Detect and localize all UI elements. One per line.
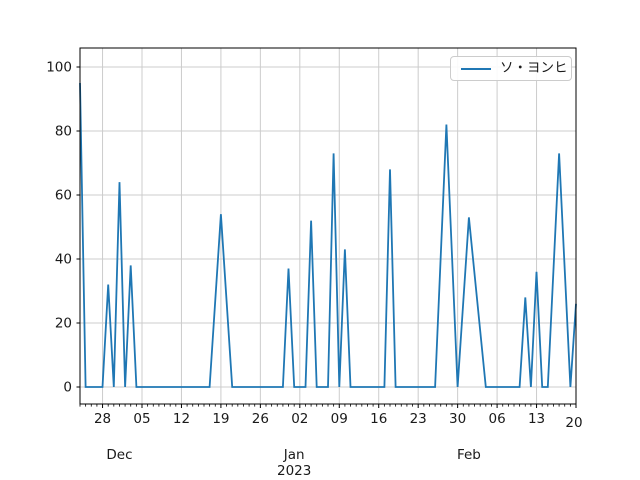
y-tick-label: 40 <box>55 252 72 268</box>
x-tick-label: 19 <box>212 411 229 427</box>
legend: ソ・ヨンヒ <box>450 56 572 81</box>
month-label: Feb <box>457 447 481 463</box>
x-tick-label: 12 <box>173 411 190 427</box>
x-tick-label: 16 <box>370 411 387 427</box>
month-label: Dec <box>106 447 132 463</box>
month-label: Jan <box>283 447 305 463</box>
series-line <box>79 82 577 388</box>
legend-line-sample <box>461 67 491 70</box>
y-tick-label: 0 <box>63 380 72 396</box>
x-tick-label: 06 <box>488 411 505 427</box>
y-tick-label: 100 <box>46 60 72 76</box>
x-tick-label: 26 <box>252 411 269 427</box>
y-tick-label: 20 <box>55 316 72 332</box>
x-axis: 28 05 12 19 26 02 09 16 23 30 06 13 20 <box>94 404 583 431</box>
x-tick-label: 23 <box>410 411 427 427</box>
year-label: 2023 <box>277 463 311 479</box>
x-tick-label: 05 <box>133 411 150 427</box>
x-tick-label: 30 <box>449 411 466 427</box>
y-axis: 0 20 40 60 80 100 <box>46 60 80 396</box>
x-tick-label: 28 <box>94 411 111 427</box>
x-minor-ticks <box>79 404 571 407</box>
x-tick-label: 20 <box>565 415 582 431</box>
legend-series-label: ソ・ヨンヒ <box>500 59 568 76</box>
y-tick-label: 60 <box>55 188 72 204</box>
x-tick-label: 02 <box>291 411 308 427</box>
x-tick-label: 09 <box>331 411 348 427</box>
y-tick-label: 80 <box>55 124 72 140</box>
x-tick-label: 13 <box>528 411 545 427</box>
